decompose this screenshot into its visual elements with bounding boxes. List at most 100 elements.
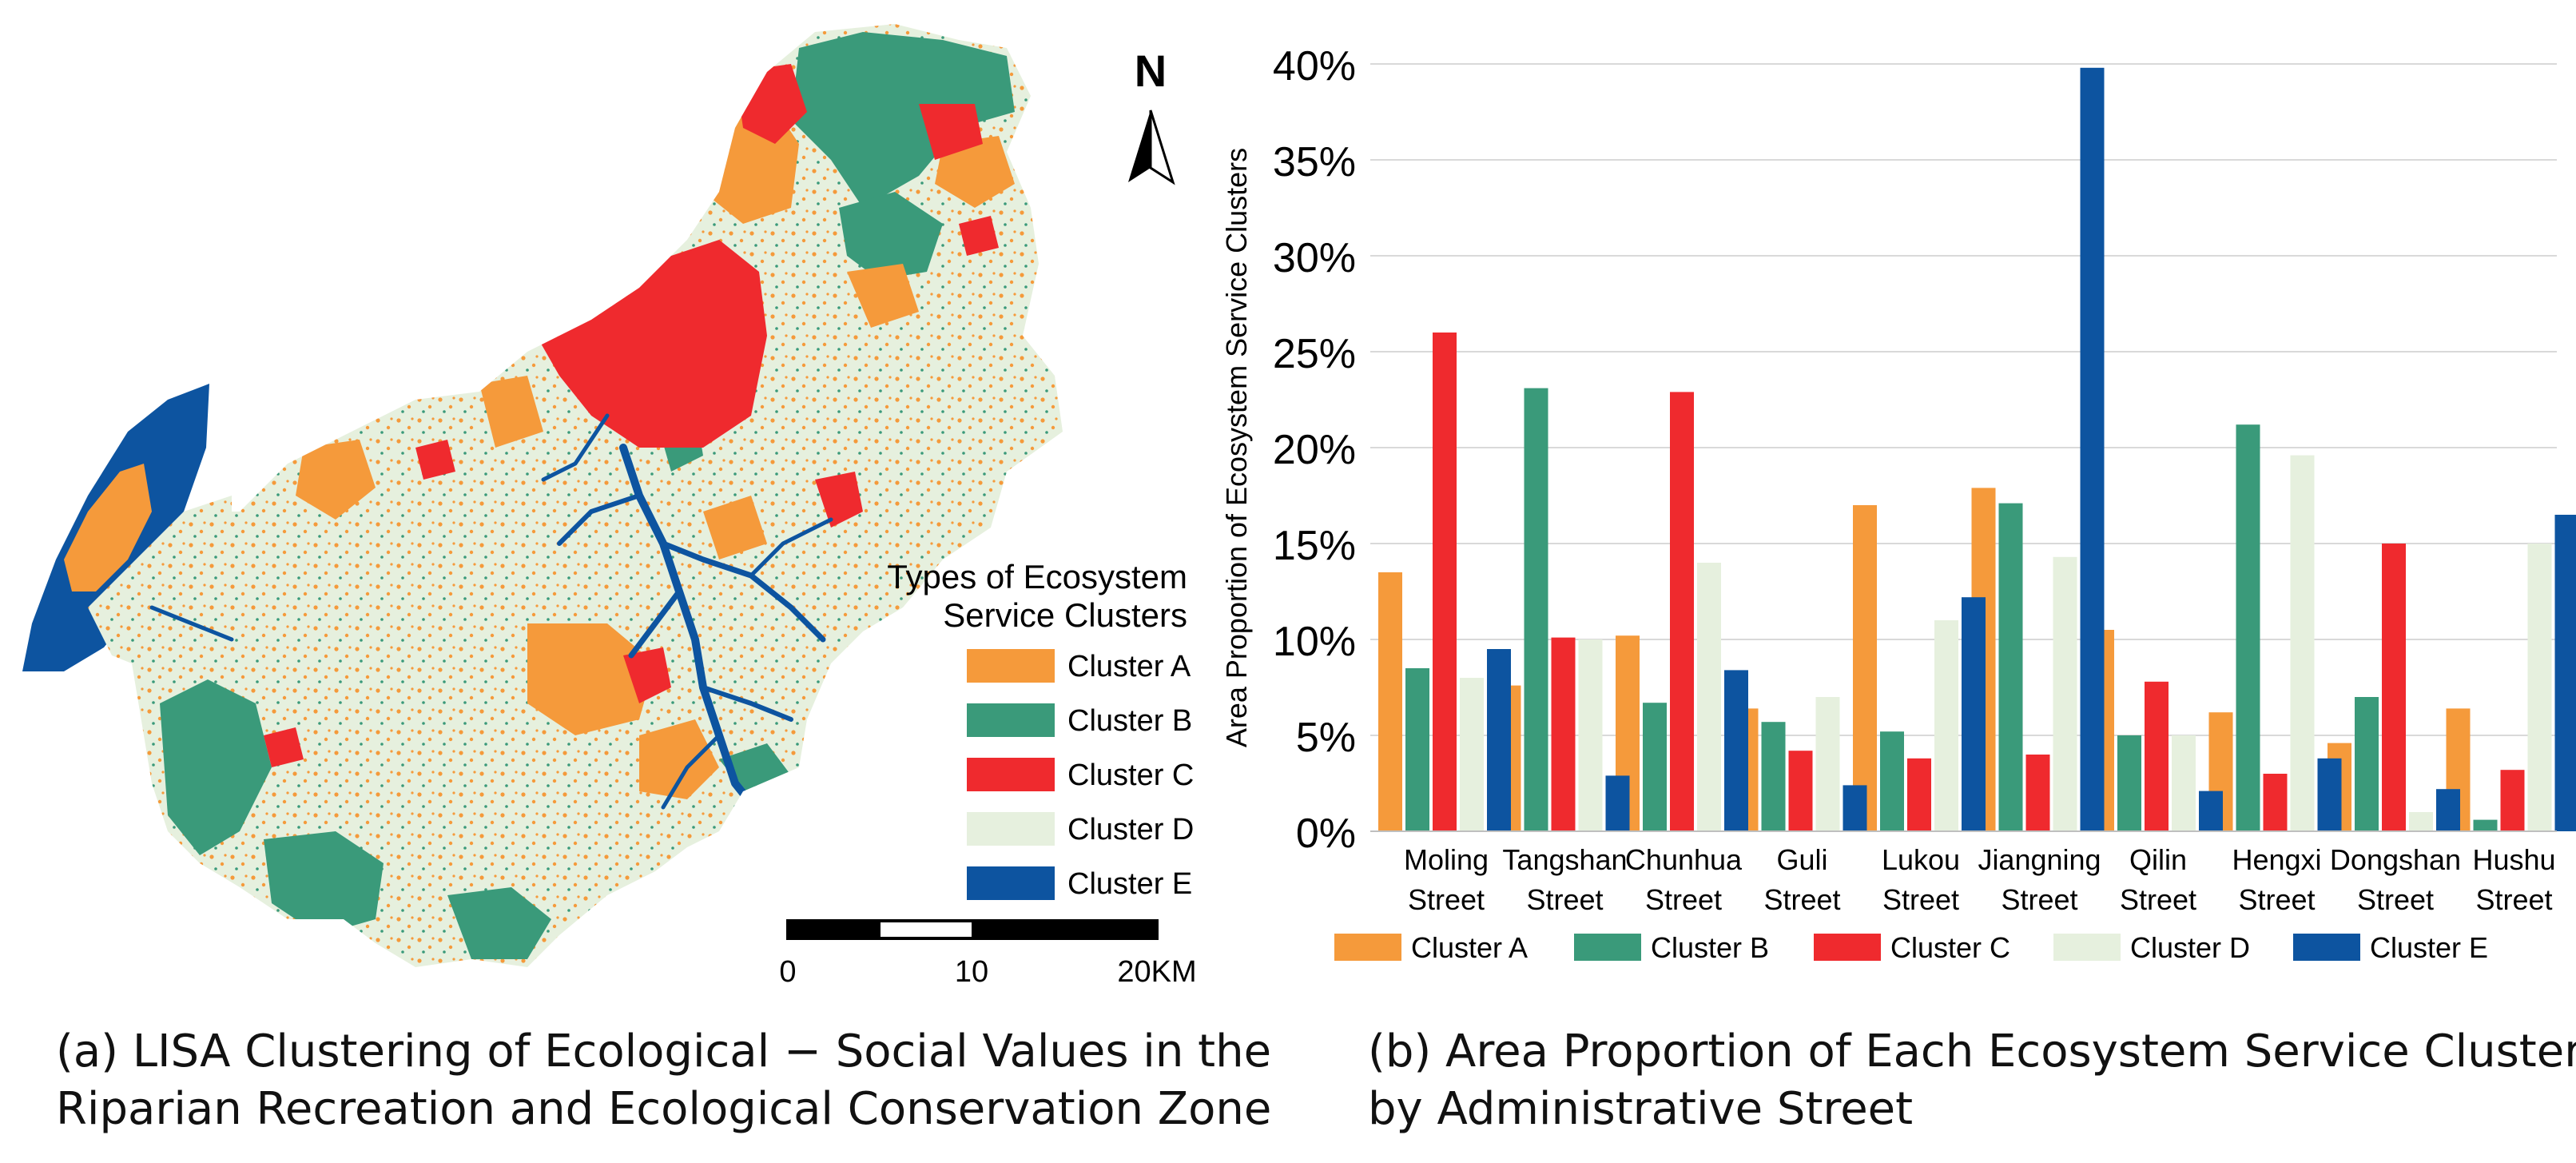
bar-cluster-d bbox=[2053, 556, 2077, 831]
chart-panel: 0% 5% 10% 15% 20% 25% 30% 35% 40% Moling Street Tan… bbox=[1199, 0, 2576, 1031]
bar-cluster-b bbox=[2236, 424, 2260, 831]
scale-label-20km: 20KM bbox=[1117, 955, 1196, 989]
bar-cluster-c bbox=[2145, 681, 2169, 831]
scale-bar: 0 10 20KM bbox=[779, 919, 1197, 989]
bar-cluster-e bbox=[2317, 758, 2342, 831]
y-tick-label: 10% bbox=[1273, 619, 1356, 665]
legend-label-cluster-b: Cluster B bbox=[1067, 704, 1192, 738]
north-label: N bbox=[1135, 46, 1167, 96]
legend-swatch-cluster-b bbox=[967, 703, 1055, 737]
bar-cluster-d bbox=[1815, 697, 1840, 831]
western-lake-island bbox=[64, 464, 152, 591]
bar-cluster-c bbox=[2500, 770, 2525, 831]
bar-cluster-e bbox=[1487, 649, 1511, 831]
bar-cluster-c bbox=[1788, 751, 1813, 831]
caption-a-line2: Riparian Recreation and Ecological Conse… bbox=[56, 1083, 1272, 1135]
bar-chart: 0% 5% 10% 15% 20% 25% 30% 35% 40% Moling Street Tan… bbox=[1220, 43, 2576, 964]
bar-cluster-e bbox=[2436, 789, 2460, 831]
bar-cluster-e bbox=[2554, 515, 2576, 831]
x-tick-label: Street bbox=[2357, 883, 2434, 916]
cluster-map: N Types of Ecosystem Service Clusters Cl… bbox=[22, 24, 1197, 989]
x-tick-label: Tangshan bbox=[1502, 843, 1627, 876]
caption-b-line1: (b) Area Proportion of Each Ecosystem Se… bbox=[1368, 1026, 2576, 1077]
legend-label-cluster-e: Cluster E bbox=[2370, 931, 2488, 964]
bar-cluster-d bbox=[2290, 455, 2315, 831]
bar-cluster-a bbox=[1378, 572, 1402, 831]
y-tick-label: 30% bbox=[1273, 235, 1356, 281]
bar-cluster-a bbox=[1853, 505, 1877, 831]
bar-cluster-b bbox=[2355, 697, 2379, 831]
legend-swatch-cluster-c bbox=[967, 758, 1055, 791]
study-region bbox=[128, 24, 1063, 967]
x-tick-label: Street bbox=[2238, 883, 2315, 916]
bar-cluster-c bbox=[1433, 333, 1457, 831]
bar-cluster-c bbox=[2025, 755, 2050, 831]
y-tick-label: 25% bbox=[1273, 331, 1356, 377]
bar-cluster-c bbox=[2382, 544, 2406, 831]
bar-cluster-d bbox=[2527, 544, 2552, 831]
bar-cluster-b bbox=[1761, 722, 1786, 831]
bar-cluster-e bbox=[1605, 775, 1630, 831]
legend-swatch-cluster-d bbox=[967, 812, 1055, 846]
x-tick-label: Moling bbox=[1404, 843, 1489, 876]
x-tick-label: Street bbox=[1526, 883, 1603, 916]
x-tick-label: Guli bbox=[1776, 843, 1827, 876]
bar-cluster-e bbox=[2080, 67, 2105, 832]
bar-cluster-d bbox=[1934, 620, 1958, 831]
bar-cluster-e bbox=[1843, 785, 1867, 831]
x-tick-label: Street bbox=[1882, 883, 1959, 916]
legend-title-line1: Types of Ecosystem bbox=[887, 558, 1187, 595]
caption-b-line2: by Administrative Street bbox=[1368, 1083, 1914, 1135]
north-arrow-icon bbox=[1128, 110, 1175, 185]
bar-cluster-d bbox=[1697, 563, 1721, 831]
scale-label-0: 0 bbox=[779, 955, 796, 989]
bar-cluster-e bbox=[1724, 670, 1748, 831]
x-tick-label: Street bbox=[2120, 883, 2196, 916]
x-tick-label: Street bbox=[1408, 883, 1485, 916]
caption-b: (b) Area Proportion of Each Ecosystem Se… bbox=[1368, 1023, 2576, 1138]
y-tick-label: 20% bbox=[1273, 427, 1356, 473]
legend-label-cluster-c: Cluster C bbox=[1067, 759, 1194, 792]
bar-cluster-b bbox=[1524, 388, 1548, 832]
bar-cluster-b bbox=[1405, 668, 1429, 831]
y-axis-title: Area Proportion of Ecosystem Service Clu… bbox=[1220, 148, 1253, 747]
legend-label-cluster-e: Cluster E bbox=[1067, 867, 1192, 901]
bar-cluster-b bbox=[2473, 819, 2498, 831]
x-tick-label: Street bbox=[1645, 883, 1722, 916]
x-tick-label: Street bbox=[1763, 883, 1840, 916]
legend-title-line2: Service Clusters bbox=[943, 596, 1187, 634]
bar-cluster-d bbox=[2172, 735, 2196, 831]
legend-swatch-cluster-c bbox=[1814, 934, 1881, 961]
bar-cluster-c bbox=[1907, 758, 1931, 831]
legend-label-cluster-b: Cluster B bbox=[1651, 931, 1769, 964]
bar-cluster-e bbox=[2199, 791, 2223, 831]
bar-cluster-c bbox=[1670, 392, 1694, 831]
y-tick-label: 35% bbox=[1273, 139, 1356, 185]
legend-label-cluster-d: Cluster D bbox=[1067, 813, 1194, 846]
bar-cluster-b bbox=[1643, 703, 1667, 831]
map-legend: Cluster A Cluster B Cluster C Cluster D … bbox=[967, 649, 1194, 901]
bar-cluster-c bbox=[2263, 774, 2288, 831]
x-tick-label: Hengxi bbox=[2232, 843, 2321, 876]
x-tick-label: Chunhua bbox=[1625, 843, 1743, 876]
cluster-patches bbox=[149, 32, 1015, 959]
bar-cluster-b bbox=[1880, 731, 1904, 831]
y-tick-label: 0% bbox=[1296, 811, 1356, 857]
x-tick-label: Dongshan bbox=[2330, 843, 2461, 876]
x-tick-label: Hushu bbox=[2472, 843, 2555, 876]
legend-label-cluster-a: Cluster A bbox=[1411, 931, 1528, 964]
bar-cluster-d bbox=[1460, 678, 1484, 831]
bar-cluster-d bbox=[2409, 812, 2433, 831]
legend-label-cluster-a: Cluster A bbox=[1067, 650, 1191, 683]
legend-swatch-cluster-a bbox=[967, 649, 1055, 683]
bar-cluster-c bbox=[1551, 637, 1576, 831]
map-panel: N Types of Ecosystem Service Clusters Cl… bbox=[0, 0, 1246, 1031]
x-tick-label: Street bbox=[2475, 883, 2552, 916]
legend-swatch-cluster-b bbox=[1574, 934, 1641, 961]
caption-a-line1: (a) LISA Clustering of Ecological − Soci… bbox=[56, 1026, 1272, 1077]
bar-cluster-d bbox=[1578, 639, 1603, 831]
y-tick-label: 5% bbox=[1296, 715, 1356, 761]
bar-cluster-e bbox=[1962, 597, 1986, 831]
bar-cluster-b bbox=[2117, 735, 2141, 831]
y-tick-label: 15% bbox=[1273, 523, 1356, 569]
